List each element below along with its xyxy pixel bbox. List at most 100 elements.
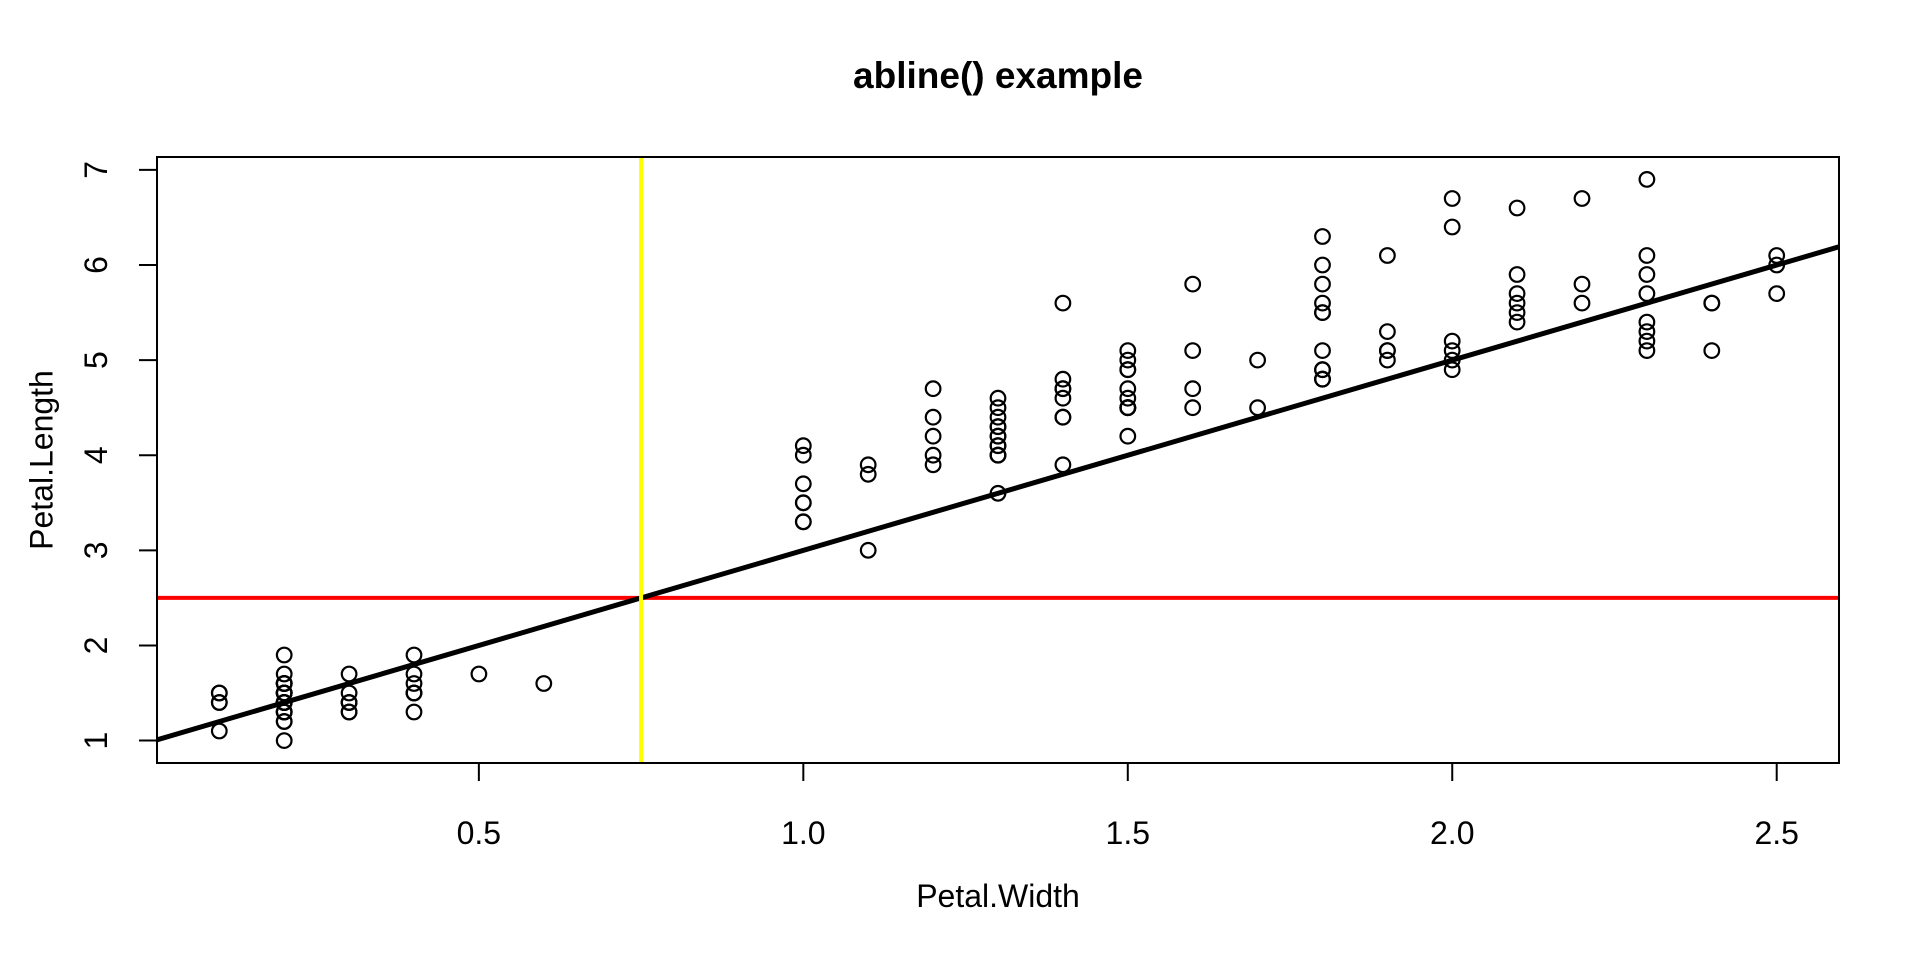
data-point xyxy=(275,732,293,749)
data-point xyxy=(1314,294,1331,312)
data-point xyxy=(1314,304,1331,322)
data-point xyxy=(1573,275,1591,293)
data-point xyxy=(1378,351,1396,369)
plot-area xyxy=(157,157,1839,763)
data-point xyxy=(405,703,423,721)
y-tick-label: 5 xyxy=(78,351,114,369)
data-point xyxy=(1249,399,1266,417)
data-point xyxy=(794,475,812,493)
data-point xyxy=(1119,389,1137,407)
data-point xyxy=(794,494,812,512)
data-point xyxy=(1378,342,1396,360)
data-point xyxy=(1378,247,1396,264)
y-tick-label: 1 xyxy=(78,732,114,750)
data-point xyxy=(859,456,877,474)
data-point xyxy=(405,646,423,664)
data-point xyxy=(1508,294,1526,312)
data-point xyxy=(1508,266,1526,283)
data-point xyxy=(405,675,423,692)
data-point xyxy=(989,437,1007,455)
data-point xyxy=(1443,332,1461,350)
data-point xyxy=(794,437,812,455)
data-point xyxy=(470,665,488,683)
data-point xyxy=(1054,294,1072,312)
data-point xyxy=(1314,228,1331,245)
x-tick-label: 2.0 xyxy=(1430,815,1474,851)
data-point xyxy=(1573,294,1591,312)
data-point xyxy=(405,684,423,702)
data-point xyxy=(989,408,1007,426)
data-point xyxy=(1443,218,1461,236)
data-point xyxy=(1119,342,1137,360)
data-point xyxy=(989,427,1007,445)
y-tick-label: 4 xyxy=(78,446,114,464)
data-point xyxy=(924,380,942,398)
data-point xyxy=(1184,399,1202,417)
data-point xyxy=(924,446,942,464)
data-point xyxy=(989,399,1007,417)
data-point xyxy=(1443,190,1461,207)
data-point xyxy=(794,446,812,464)
data-point xyxy=(794,513,812,531)
data-point xyxy=(1378,323,1396,341)
data-point xyxy=(1119,351,1137,369)
data-point xyxy=(1119,399,1137,417)
data-point xyxy=(1314,370,1331,388)
data-point xyxy=(1768,285,1786,303)
data-point xyxy=(1508,285,1526,303)
data-point xyxy=(1638,323,1656,341)
x-tick-label: 1.5 xyxy=(1106,815,1150,851)
data-point xyxy=(1314,342,1331,360)
data-point xyxy=(275,646,293,664)
data-point xyxy=(1119,361,1137,379)
y-tick-label: 3 xyxy=(78,541,114,559)
data-point xyxy=(1638,247,1656,264)
x-tick-label: 2.5 xyxy=(1754,815,1798,851)
data-point xyxy=(1638,332,1656,350)
data-point xyxy=(210,722,228,740)
data-point xyxy=(1314,361,1331,379)
regression-line xyxy=(157,244,1839,743)
data-point xyxy=(340,703,358,721)
data-point xyxy=(1054,370,1072,388)
y-tick-label: 6 xyxy=(78,256,114,274)
data-point xyxy=(924,427,942,445)
data-point xyxy=(1054,408,1072,426)
data-point xyxy=(1573,190,1591,207)
data-point xyxy=(1638,170,1656,188)
data-point xyxy=(1638,313,1656,331)
data-point xyxy=(989,446,1007,464)
data-point xyxy=(1184,342,1202,360)
data-point xyxy=(989,418,1007,436)
data-point xyxy=(1249,351,1266,369)
x-tick-label: 0.5 xyxy=(457,815,501,851)
data-point xyxy=(340,665,358,683)
data-point xyxy=(1054,380,1072,398)
plot-border xyxy=(156,156,1840,764)
x-tick-label: 1.0 xyxy=(781,815,825,851)
data-point xyxy=(859,541,877,559)
data-point xyxy=(1184,275,1202,293)
data-point xyxy=(1443,361,1461,379)
data-point xyxy=(1508,313,1526,331)
data-point xyxy=(275,675,293,692)
data-point xyxy=(340,694,358,711)
data-point xyxy=(210,684,228,702)
data-point xyxy=(1703,342,1721,360)
y-tick-label: 2 xyxy=(78,637,114,655)
data-point xyxy=(1054,389,1072,407)
data-point xyxy=(535,675,553,692)
data-point xyxy=(1638,285,1656,303)
data-point xyxy=(1119,380,1137,398)
data-point xyxy=(1703,294,1721,312)
data-point xyxy=(1119,427,1137,445)
data-point xyxy=(859,465,877,483)
data-points xyxy=(210,170,1786,749)
data-point xyxy=(1638,342,1656,360)
y-axis-label: Petal.Length xyxy=(23,370,60,550)
data-point xyxy=(1508,304,1526,322)
chart-title: abline() example xyxy=(853,55,1143,96)
data-point xyxy=(1184,380,1202,398)
